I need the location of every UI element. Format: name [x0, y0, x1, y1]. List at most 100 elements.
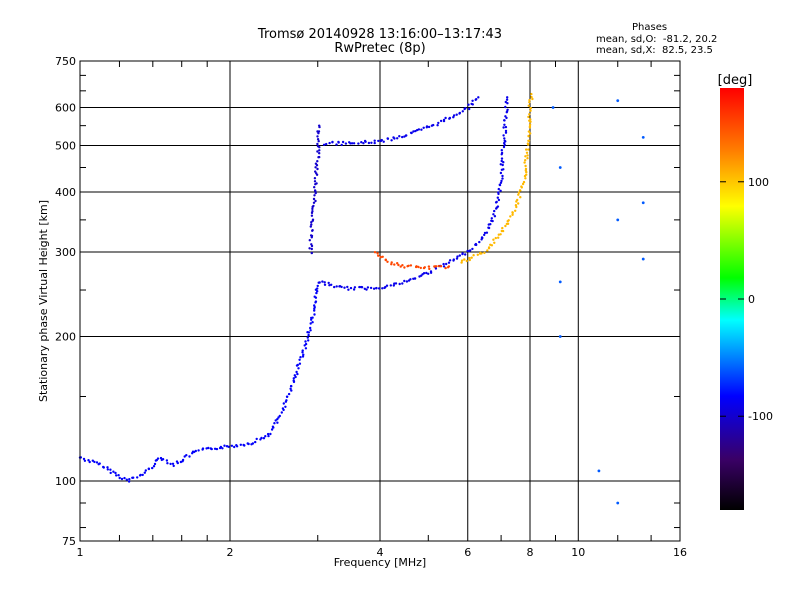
- data-point: [381, 255, 384, 258]
- data-point: [385, 284, 389, 287]
- data-point: [397, 263, 400, 267]
- x-tick-label: 10: [571, 546, 585, 559]
- data-point: [313, 189, 317, 192]
- data-point: [376, 252, 379, 255]
- data-point: [309, 234, 313, 237]
- data-point: [136, 476, 139, 479]
- data-point: [529, 107, 533, 110]
- data-point: [497, 233, 500, 236]
- data-point: [194, 449, 197, 453]
- x-tick-label: 4: [377, 546, 384, 559]
- data-point: [223, 444, 226, 447]
- data-point: [494, 236, 497, 240]
- data-point: [210, 447, 213, 451]
- data-point: [239, 443, 242, 446]
- y-axis-ticks: 75 100 200 300 400 500 600 750: [55, 55, 680, 548]
- data-point: [181, 458, 185, 462]
- data-point: [504, 105, 507, 109]
- data-point: [401, 264, 404, 267]
- data-point: [461, 110, 464, 113]
- data-point: [474, 98, 477, 102]
- data-point: [381, 287, 384, 290]
- data-point: [298, 358, 301, 361]
- series-f2-lower-trace: [317, 96, 509, 291]
- data-point: [445, 262, 448, 266]
- data-point: [468, 258, 471, 262]
- data-point: [360, 286, 364, 289]
- data-point: [503, 141, 506, 145]
- data-point: [93, 460, 96, 464]
- data-point: [528, 123, 532, 126]
- data-point: [455, 257, 459, 260]
- data-point: [290, 389, 293, 392]
- data-point: [327, 281, 330, 285]
- data-point: [425, 125, 429, 128]
- data-point: [307, 331, 311, 334]
- data-point: [452, 258, 455, 261]
- data-point: [109, 471, 112, 475]
- data-point: [318, 152, 321, 155]
- data-point: [304, 340, 307, 343]
- data-point: [112, 470, 115, 473]
- data-point: [306, 336, 309, 339]
- data-point: [386, 137, 390, 140]
- data-point: [367, 141, 371, 145]
- data-point: [427, 265, 431, 268]
- data-point: [115, 474, 118, 477]
- data-point: [333, 285, 336, 289]
- scatter-points: [78, 92, 645, 505]
- data-point: [106, 468, 110, 471]
- data-point: [235, 445, 239, 448]
- data-point: [472, 254, 475, 257]
- data-point: [227, 445, 230, 448]
- data-point: [458, 254, 461, 257]
- data-point: [501, 163, 504, 167]
- data-point: [175, 460, 179, 463]
- data-point: [230, 444, 234, 447]
- data-point: [455, 113, 458, 116]
- y-axis-label: Stationary phase Virtual Height [km]: [37, 200, 50, 402]
- data-point: [501, 229, 505, 233]
- data-point: [271, 425, 275, 428]
- data-point: [527, 134, 530, 138]
- data-point: [516, 198, 519, 202]
- data-point: [506, 222, 510, 225]
- data-point: [502, 126, 505, 129]
- x-tick-label: 16: [673, 546, 687, 559]
- data-point: [349, 286, 353, 290]
- data-point: [267, 434, 270, 438]
- data-point: [398, 135, 401, 138]
- data-point: [525, 151, 529, 154]
- data-point: [417, 265, 420, 269]
- phases-x-mode: mean, sd,X: 82.5, 23.5: [596, 45, 713, 56]
- data-point: [460, 259, 464, 262]
- data-point: [504, 125, 508, 129]
- data-point: [393, 137, 396, 140]
- data-point: [414, 129, 417, 133]
- data-point: [292, 379, 295, 382]
- y-tick-label: 300: [55, 246, 76, 259]
- data-point: [524, 167, 528, 171]
- data-point: [500, 168, 504, 171]
- data-point: [461, 252, 464, 255]
- data-point: [437, 121, 440, 125]
- data-point: [439, 265, 443, 268]
- data-point: [496, 205, 500, 208]
- data-point: [527, 139, 531, 142]
- data-point: [83, 459, 87, 462]
- data-point: [325, 142, 328, 146]
- data-point: [316, 138, 320, 141]
- data-point: [314, 300, 318, 303]
- data-point: [511, 211, 514, 215]
- data-point: [442, 265, 446, 268]
- data-point: [500, 151, 504, 155]
- data-point: [125, 478, 128, 481]
- data-point: [483, 251, 486, 255]
- data-point: [492, 213, 495, 216]
- data-point: [493, 241, 496, 244]
- data-point: [87, 459, 90, 462]
- data-point: [169, 462, 172, 466]
- data-point: [317, 140, 320, 143]
- data-point: [517, 193, 520, 196]
- data-point: [415, 265, 418, 268]
